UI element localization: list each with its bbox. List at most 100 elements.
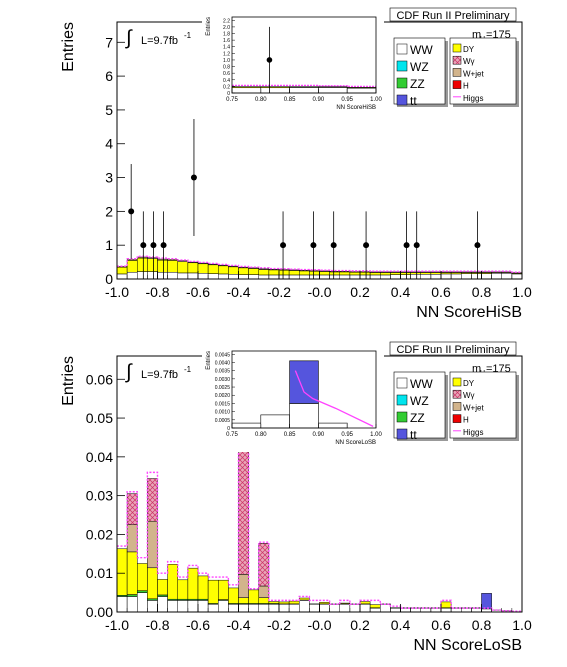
hist-bar-ww: [207, 273, 219, 280]
hist-bar-dy: [238, 597, 249, 604]
hist-bar-dy: [126, 260, 138, 273]
hist-bar-wjet: [137, 256, 148, 259]
inset-y-axis-label: Entries: [206, 351, 212, 370]
hist-bar-dy: [440, 601, 452, 608]
hist-bar-ww: [167, 600, 178, 613]
hist-bar-ww: [329, 603, 340, 613]
x-tick-label: 0.6: [431, 617, 451, 633]
inset-frame: [231, 16, 377, 94]
inset-y-tick-label: 2.2: [223, 18, 230, 24]
legend-label: Wγ: [463, 57, 475, 66]
hist-bar-wjet: [197, 262, 209, 265]
data-point: [128, 208, 135, 215]
hist-bar-wjet: [349, 271, 361, 273]
legend-label: W+jet: [463, 403, 484, 412]
hist-bar-wjet: [491, 271, 502, 273]
data-point: [310, 242, 317, 249]
x-tick-label: -0.0: [307, 284, 331, 300]
x-tick-label: 0.8: [472, 617, 492, 633]
hist-bar-ww: [380, 274, 391, 280]
inset-y-tick-label: 0.0035: [215, 369, 231, 375]
higgs-signal-line: [117, 444, 522, 612]
hist-bar-wjet: [228, 265, 239, 268]
hist-bar-ww: [359, 274, 371, 280]
legend-swatch-w: [452, 389, 462, 399]
inset-bar-ww: [318, 422, 348, 429]
data-point: [280, 242, 287, 249]
hist-bar-ww: [238, 274, 249, 280]
hist-bar-ww: [369, 607, 381, 613]
hist-bar-wjet: [157, 258, 168, 261]
legend-swatch-wjet: [452, 402, 462, 411]
inset-x-axis-label: NN ScoreHiSB: [336, 105, 376, 111]
hist-bar-dy: [299, 597, 310, 601]
hist-bar-ww: [491, 273, 502, 280]
inset-data-point: [266, 57, 273, 63]
hist-bar-dy: [218, 579, 229, 600]
luminosity-label: L=9.7fb: [141, 369, 178, 381]
inset-x-tick-label: 0.90: [313, 97, 325, 103]
y-tick-label: 0.00: [86, 604, 113, 620]
inset-y-tick-label: 0.4: [223, 78, 230, 84]
hist-bar-dy: [278, 601, 290, 605]
inset-bar-tt: [289, 360, 319, 404]
x-tick-label: -0.2: [267, 284, 291, 300]
y-tick-label: 0: [105, 271, 113, 287]
mass-label: m: [472, 29, 481, 41]
y-tick-label: 6: [105, 68, 113, 84]
x-tick-label: -0.4: [226, 617, 250, 633]
hist-bar-ww: [238, 603, 249, 613]
hist-bar-ww: [319, 603, 330, 613]
title-box: [389, 7, 517, 22]
inset-x-tick-label: 0.75: [226, 97, 238, 103]
hist-bar-wjet: [410, 271, 421, 273]
y-tick-label: 4: [105, 136, 113, 152]
hist-bar-ww: [369, 274, 381, 280]
hist-bar-wjet: [126, 259, 138, 261]
hist-bar-wjet: [268, 268, 280, 271]
data-point: [150, 242, 157, 249]
hist-bar-wjet: [248, 267, 259, 269]
inset-x-tick-label: 1.00: [370, 432, 382, 438]
hist-bar-ww: [339, 274, 351, 280]
legend-label: ZZ: [410, 411, 425, 425]
legend-swatch-ww: [396, 43, 408, 55]
hist-bar-ww: [400, 274, 411, 280]
hist-bar-ww: [187, 272, 199, 280]
inset-y-tick-label: 0.6: [223, 71, 230, 77]
hist-bar-wjet: [147, 520, 158, 569]
legend-label: H: [463, 82, 469, 91]
hist-bar-wjet: [167, 259, 178, 261]
chart-title: CDF Run II Preliminary: [396, 10, 510, 22]
legend-label: DY: [463, 379, 475, 388]
x-tick-label: 1.0: [512, 284, 532, 300]
inset-bar-dy: [231, 86, 262, 89]
hist-bar-dy: [420, 272, 432, 275]
data-point: [474, 242, 481, 249]
inset-x-tick-label: 0.90: [313, 432, 325, 438]
hist-bar-ww: [116, 273, 128, 280]
hist-bar-wjet: [430, 271, 442, 273]
hist-bar-dy: [430, 272, 442, 275]
hist-bar-ww: [197, 600, 209, 613]
hist-bar-w: [258, 543, 270, 587]
hist-bar-dy: [268, 601, 280, 604]
x-tick-label: 0.8: [472, 284, 492, 300]
x-tick-label: -0.4: [226, 284, 250, 300]
hist-bar-ww: [207, 603, 219, 613]
legend-label: Higgs: [463, 428, 483, 437]
inset-bar-ww: [260, 414, 290, 429]
legend-swatch-wjet: [452, 68, 462, 77]
legend-label: Higgs: [463, 94, 483, 103]
hist-bar-ww: [126, 596, 138, 613]
inset-bar-dy: [260, 86, 290, 89]
legend-label: H: [463, 416, 469, 425]
legend-swatch-wz: [396, 60, 408, 72]
y-tick-label: 1: [105, 237, 113, 253]
hist-bar-dy: [187, 262, 199, 274]
legend-label: ZZ: [410, 77, 425, 91]
inset-x-tick-label: 0.85: [284, 432, 296, 438]
hist-bar-ww: [339, 603, 351, 613]
legend-label: DY: [463, 45, 475, 54]
hist-bar-wjet: [299, 269, 310, 272]
